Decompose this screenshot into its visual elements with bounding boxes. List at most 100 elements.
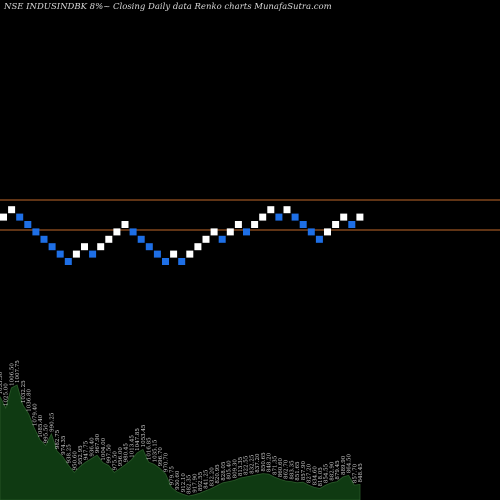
renko-brick-down — [162, 258, 169, 265]
volume-value-label: 997.50 — [107, 444, 113, 464]
volume-value-label: 930.60 — [175, 470, 181, 490]
renko-brick-up — [234, 221, 242, 228]
volume-value-label: 967.90 — [95, 433, 101, 453]
volume-value-label: 832.25 — [249, 454, 255, 474]
renko-brick-up — [170, 250, 178, 258]
renko-brick-down — [218, 235, 226, 243]
volume-value-label: 851.65 — [295, 461, 301, 481]
volume-value-label: 850.65 — [261, 452, 267, 472]
volume-value-label: 974.35 — [61, 435, 67, 455]
renko-brick-down — [16, 213, 24, 221]
volume-value-label: 938.25 — [67, 444, 73, 464]
renko-brick-down — [64, 258, 72, 265]
volume-value-label: 975.50 — [112, 451, 118, 471]
volume-area — [0, 384, 361, 500]
renko-brick-down — [299, 221, 307, 228]
volume-value-label: 818.05 — [318, 467, 324, 487]
renko-brick-down — [24, 221, 32, 228]
renko-brick-up — [210, 228, 218, 236]
volume-value-label: 805.40 — [227, 460, 233, 480]
volume-value-label: 864.50 — [347, 454, 353, 474]
volume-value-label: 1007.75 — [15, 360, 21, 383]
renko-brick-up — [356, 213, 364, 221]
volume-value-label: 882.90 — [329, 461, 335, 481]
volume-value-label: 841.25 — [204, 469, 210, 489]
volume-value-label: 980.45 — [124, 443, 130, 463]
renko-brick-down — [129, 228, 137, 236]
volume-value-label: 1035.15 — [152, 439, 158, 462]
volume-value-label: 917.90 — [192, 473, 198, 493]
volume-value-label: 1032.25 — [21, 380, 27, 403]
volume-value-label: 1025.00 — [4, 383, 10, 406]
volume-value-label: 837.20 — [255, 453, 261, 473]
renko-brick-up — [97, 243, 105, 251]
volume-value-label: 832.20 — [209, 467, 215, 487]
volume-value-label: 1006.50 — [9, 363, 15, 386]
renko-brick-up — [340, 213, 348, 221]
volume-value-label: 950.60 — [72, 451, 78, 471]
volume-value-label: 860.60 — [278, 458, 284, 478]
volume-value-label: 857.70 — [352, 463, 358, 483]
chart-title: NSE INDUSINDBK 8%~ Closing Daily data Re… — [3, 2, 332, 12]
volume-value-label: 1033.30 — [0, 371, 4, 394]
volume-value-label: 882.35 — [187, 474, 193, 494]
renko-brick-down — [89, 250, 97, 258]
renko-brick-up — [121, 221, 129, 228]
volume-value-label: 1053.45 — [141, 424, 147, 447]
volume-value-label: 828.05 — [221, 461, 227, 481]
renko-brick-up — [72, 250, 80, 258]
renko-brick-down — [315, 235, 323, 243]
renko-brick-down — [153, 250, 161, 258]
renko-brick-down — [145, 243, 153, 251]
renko-brick-up — [226, 228, 234, 236]
volume-value-label: 995.50 — [44, 424, 50, 444]
volume-value-label: 1079.40 — [32, 403, 38, 426]
volume-value-label: 947.75 — [84, 440, 90, 460]
volume-value-label: 857.90 — [301, 460, 307, 480]
volume-value-label: 956.00 — [118, 447, 124, 467]
renko-brick-up — [81, 243, 88, 251]
volume-value-label: 982.75 — [55, 429, 61, 449]
volume-value-label: 883.35 — [289, 460, 295, 480]
volume-value-label: 813.35 — [238, 456, 244, 476]
volume-value-label: 979.75 — [169, 466, 175, 486]
volume-value-label: 862.70 — [284, 459, 290, 479]
volume-value-label: 848.45 — [358, 463, 364, 483]
volume-value-label: 854.55 — [324, 463, 330, 483]
volume-value-label: 952.95 — [78, 445, 84, 465]
volume-value-label: 1004.00 — [101, 437, 107, 460]
volume-value-label: 912.10 — [181, 473, 187, 493]
renko-brick-up — [0, 213, 7, 221]
renko-brick-down — [307, 228, 315, 236]
volume-value-label: 827.20 — [307, 463, 313, 483]
renko-brick-up — [186, 250, 194, 258]
renko-bricks — [0, 206, 364, 265]
renko-brick-down — [275, 213, 283, 221]
volume-value-label: 996.70 — [158, 447, 164, 467]
renko-brick-up — [283, 206, 291, 214]
renko-brick-up — [8, 206, 16, 214]
renko-brick-down — [40, 235, 48, 243]
renko-brick-up — [332, 221, 340, 228]
volume-value-label: 809.30 — [232, 459, 238, 479]
renko-brick-down — [291, 213, 299, 221]
renko-brick-down — [48, 243, 56, 251]
renko-brick-down — [56, 250, 64, 258]
volume-value-label: 970.70 — [164, 452, 170, 472]
renko-brick-up — [113, 228, 121, 236]
renko-brick-up — [259, 213, 267, 221]
volume-value-label: 1047.85 — [135, 428, 141, 451]
renko-brick-up — [105, 235, 113, 243]
volume-value-label: 871.35 — [272, 455, 278, 475]
volume-value-label: 1016.85 — [147, 437, 153, 460]
renko-brick-up — [202, 235, 210, 243]
volume-value-label: 1085.40 — [38, 414, 44, 437]
volume-value-label: 1036.80 — [27, 389, 33, 412]
renko-brick-down — [243, 228, 250, 236]
volume-value-label: 820.95 — [215, 464, 221, 484]
volume-value-label: 822.55 — [244, 455, 250, 475]
volume-value-label: 892.55 — [198, 471, 204, 491]
renko-brick-up — [267, 206, 275, 214]
